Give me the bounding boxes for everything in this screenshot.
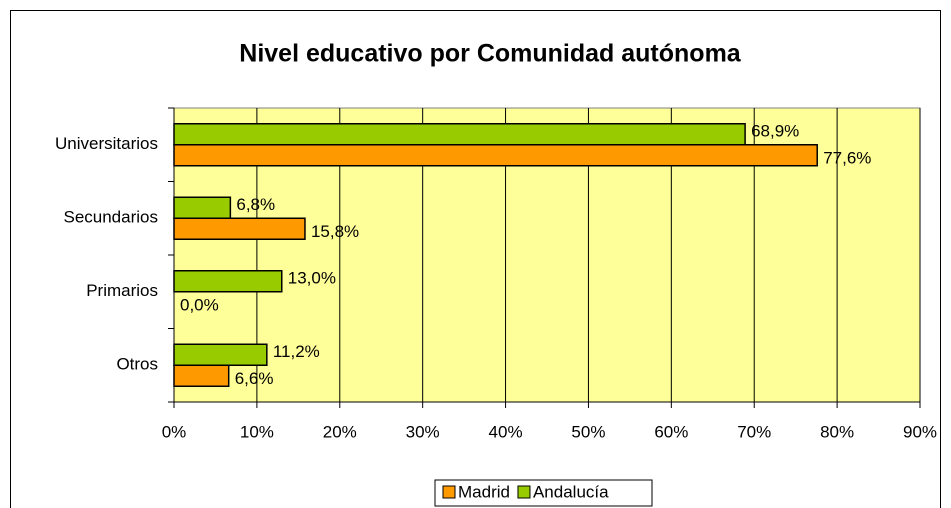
data-label: 6,6% [235,369,274,388]
bar [173,364,230,387]
x-tick-label: 20% [323,422,357,441]
x-tick-label: 10% [240,422,274,441]
x-tick-label: 90% [903,422,937,441]
legend-swatch [442,485,456,499]
data-label: 15,8% [311,222,359,241]
y-tick-label: Otros [116,355,158,374]
bar [173,144,818,167]
x-tick-label: 70% [737,422,771,441]
bar [173,343,268,366]
bar [173,196,232,219]
y-tick-label: Primarios [86,281,158,300]
x-tick-label: 40% [489,422,523,441]
y-tick-label: Universitarios [55,134,158,153]
data-label: 11,2% [273,342,320,361]
y-tick-label: Secundarios [63,208,158,227]
x-tick-label: 30% [406,422,440,441]
legend-box [434,479,653,507]
data-label: 68,9% [751,122,799,141]
bar [173,217,306,240]
bar [173,270,283,293]
legend-label: Madrid [458,482,510,501]
x-tick-label: 50% [571,422,605,441]
x-tick-label: 60% [654,422,688,441]
x-tick-label: 0% [162,422,187,441]
chart-frame [10,10,941,508]
data-label: 77,6% [823,149,871,168]
legend-label: Andalucía [533,482,609,501]
chart-title: Nivel educativo por Comunidad autónoma [239,40,742,68]
x-tick-label: 80% [820,422,854,441]
legend-swatch [517,485,531,499]
bar [173,123,746,146]
data-label: 6,8% [236,195,275,214]
data-label: 13,0% [288,269,336,288]
data-label: 0,0% [180,296,219,315]
